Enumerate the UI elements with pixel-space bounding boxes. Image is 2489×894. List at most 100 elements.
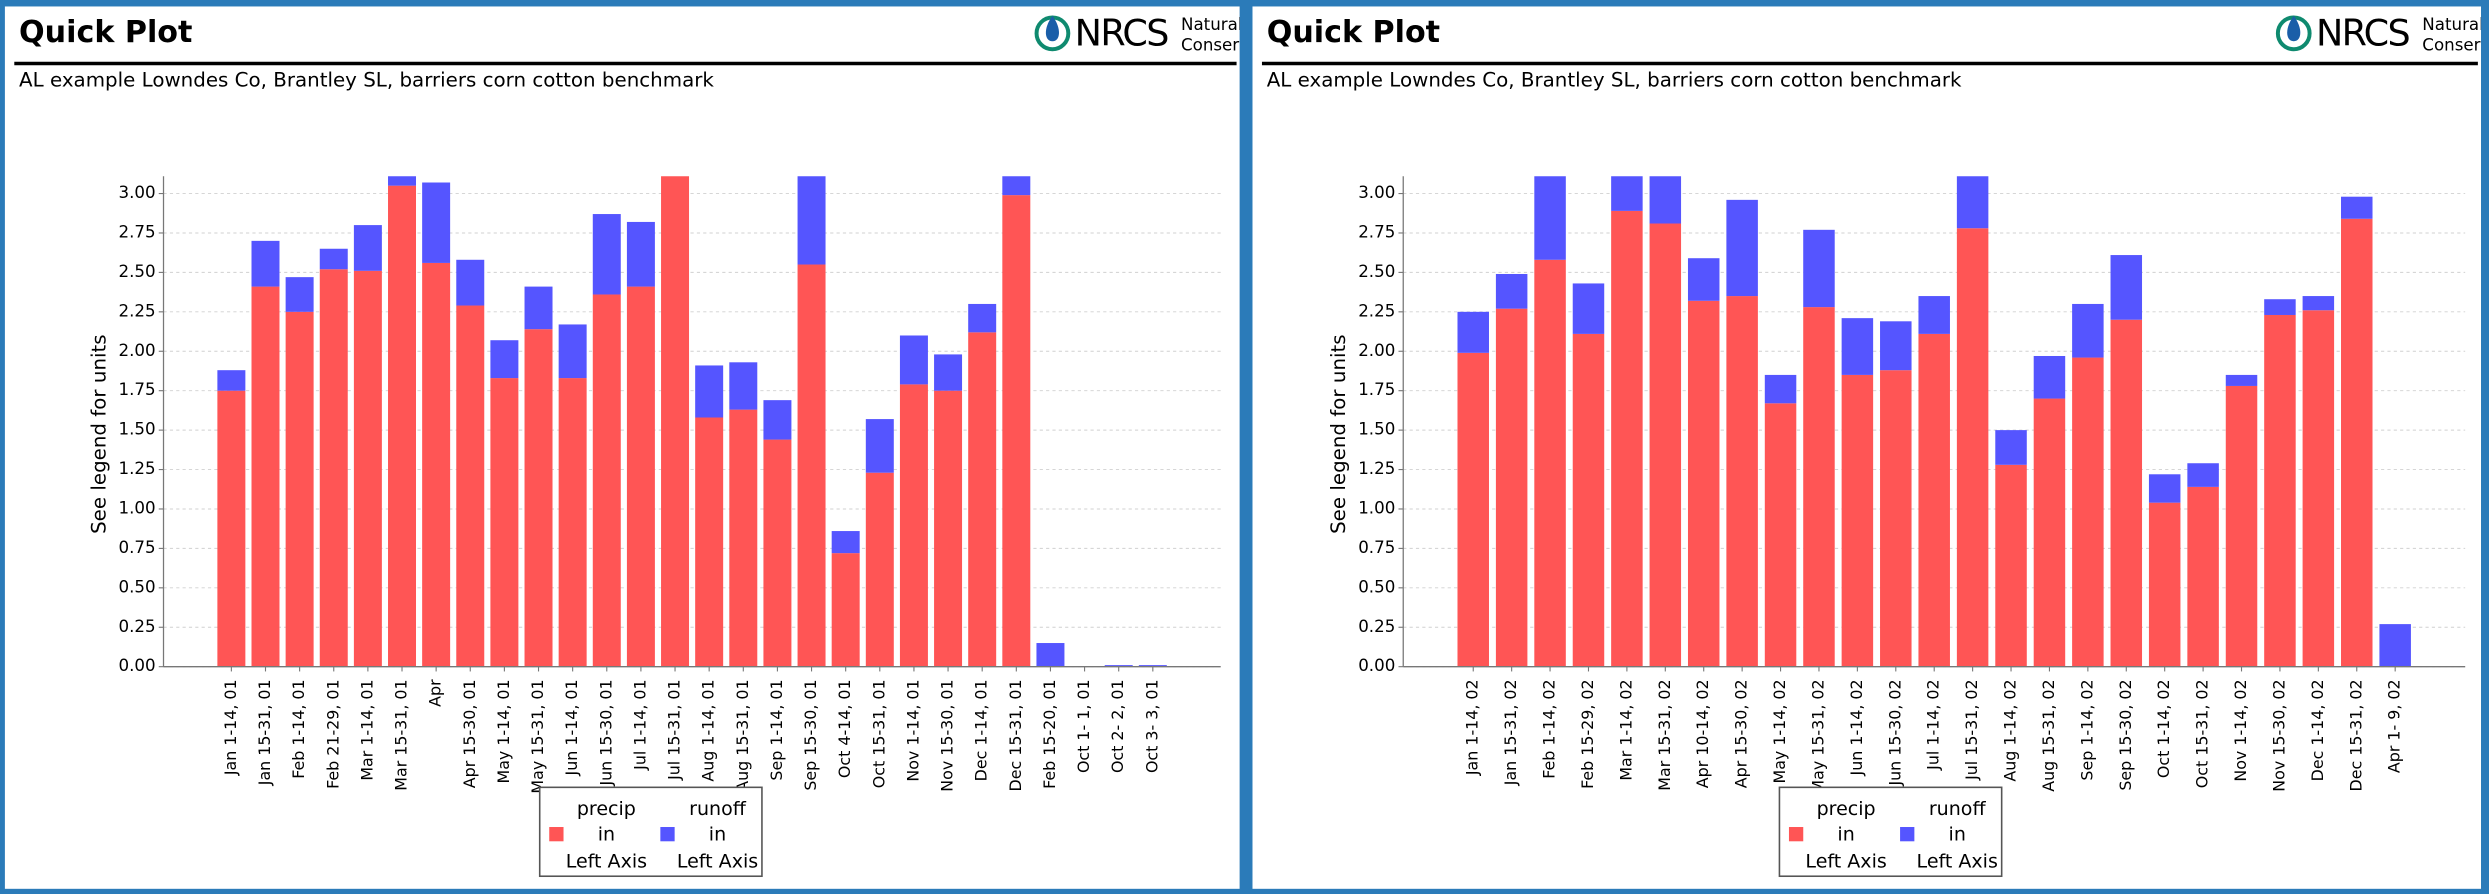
- bar-segment: [217, 370, 246, 391]
- bar-segment: [1995, 464, 2027, 667]
- x-tick-label: Oct 1-14, 02: [2154, 679, 2173, 778]
- subtitle: AL example Lowndes Co, Brantley SL, barr…: [19, 68, 714, 91]
- legend-name: precip: [577, 798, 636, 820]
- y-tick-label: 0.25: [118, 617, 155, 636]
- bar-segment: [865, 419, 894, 473]
- bar-segment: [1572, 283, 1605, 334]
- x-tick-label: Mar 1-14, 01: [357, 679, 376, 780]
- x-tick-label: Aug 1-14, 01: [699, 679, 718, 781]
- x-tick-label: May 15-31, 01: [528, 679, 547, 793]
- y-tick-label: 2.50: [1358, 262, 1395, 281]
- bar-segment: [422, 262, 451, 667]
- legend-swatch: [549, 827, 564, 842]
- y-tick-label: 3.00: [1358, 183, 1395, 202]
- x-tick-label: Sep 15-30, 01: [801, 679, 820, 790]
- bar-segment: [1495, 273, 1528, 309]
- bar-segment: [285, 311, 314, 667]
- x-tick-label: Sep 1-14, 01: [767, 679, 786, 780]
- x-tick-label: Nov 1-14, 02: [2231, 679, 2250, 781]
- bar-segment: [1457, 352, 1489, 667]
- y-tick-label: 2.75: [118, 222, 155, 241]
- bar-segment: [2225, 374, 2258, 386]
- legend-box: [1778, 786, 2003, 878]
- bar-segment: [1649, 176, 1682, 224]
- bar-segment: [490, 340, 519, 379]
- bar-segment: [1764, 403, 1797, 667]
- subtitle: AL example Lowndes Co, Brantley SL, barr…: [1267, 68, 1962, 91]
- bar-segment: [2187, 486, 2219, 667]
- bar-segment: [1956, 176, 1989, 229]
- y-tick-label: 0.50: [1358, 577, 1395, 596]
- bar-segment: [1495, 308, 1528, 667]
- x-tick-label: Nov 15-30, 02: [2269, 679, 2288, 791]
- x-tick-label: Nov 15-30, 01: [938, 679, 957, 791]
- y-tick-label: 0.25: [1358, 617, 1395, 636]
- y-tick-label: 1.50: [118, 420, 155, 439]
- bar-segment: [1880, 370, 1912, 667]
- bar-segment: [729, 409, 758, 667]
- bar-segment: [2302, 296, 2335, 311]
- y-tick-label: 2.00: [1358, 341, 1395, 360]
- bar-segment: [2110, 255, 2143, 320]
- x-tick-label: Feb 21-29, 01: [323, 679, 342, 788]
- bar-segment: [2072, 357, 2104, 667]
- x-tick-label: Aug 15-31, 01: [733, 679, 752, 791]
- legend-unit: in: [598, 823, 615, 845]
- bar-segment: [695, 365, 724, 418]
- bar-segment: [899, 384, 928, 667]
- legend-name: precip: [1817, 798, 1876, 820]
- legend-unit: in: [1837, 823, 1854, 845]
- legend-swatch: [660, 827, 675, 842]
- bar-segment: [934, 354, 963, 391]
- y-tick-label: 2.25: [1358, 301, 1395, 320]
- bar-segment: [1841, 374, 1874, 667]
- x-tick-label: Dec 15-31, 01: [1006, 679, 1025, 791]
- bar-segment: [592, 294, 621, 667]
- bar-segment: [1002, 176, 1031, 196]
- bar-segment: [1918, 296, 1950, 334]
- bar-segment: [319, 248, 348, 270]
- bar-segment: [558, 324, 587, 379]
- panel-bg: [4, 6, 1240, 889]
- bar-segment: [285, 277, 314, 312]
- x-tick-label: Apr 1- 9, 02: [2385, 679, 2404, 773]
- bar-segment: [422, 182, 451, 263]
- bar-segment: [217, 390, 246, 667]
- bar-segment: [2302, 310, 2335, 667]
- bar-segment: [388, 185, 417, 667]
- x-tick-label: Mar 1-14, 02: [1616, 679, 1635, 780]
- logo-sub: Conservation: [2422, 36, 2489, 55]
- legend-name: runoff: [689, 798, 747, 820]
- bar-segment: [251, 240, 280, 287]
- bar-segment: [1764, 374, 1797, 404]
- x-tick-label: Aug 1-14, 02: [2001, 679, 2020, 781]
- bar-segment: [661, 176, 690, 667]
- bar-segment: [456, 259, 485, 306]
- panel-title: Quick Plot: [19, 15, 192, 50]
- bar-segment: [2187, 463, 2219, 487]
- y-tick-label: 1.25: [118, 459, 155, 478]
- bar-segment: [1803, 307, 1835, 667]
- x-tick-label: Feb 1-14, 02: [1540, 679, 1559, 778]
- bar-segment: [2341, 196, 2373, 219]
- logo-text: NRCS: [2316, 11, 2410, 54]
- x-tick-label: Apr 15-30, 02: [1732, 679, 1751, 788]
- bar-segment: [1687, 258, 1720, 301]
- bar-segment: [1880, 321, 1912, 371]
- y-tick-label: 1.00: [118, 498, 155, 517]
- x-tick-label: Sep 1-14, 02: [2077, 679, 2096, 780]
- y-tick-label: 2.25: [118, 301, 155, 320]
- legend-axis: Left Axis: [677, 850, 758, 872]
- legend-unit: in: [1949, 823, 1966, 845]
- bar-segment: [388, 176, 417, 186]
- y-tick-label: 1.75: [1358, 380, 1395, 399]
- x-tick-label: Apr: [426, 679, 445, 707]
- bar-segment: [251, 286, 280, 667]
- bar-segment: [831, 553, 860, 667]
- bar-segment: [797, 176, 826, 265]
- bar-segment: [2264, 314, 2296, 667]
- x-tick-label: Apr 15-30, 01: [460, 679, 479, 788]
- x-tick-label: Apr 10-14, 02: [1693, 679, 1712, 788]
- x-tick-label: Aug 15-31, 02: [2039, 679, 2058, 791]
